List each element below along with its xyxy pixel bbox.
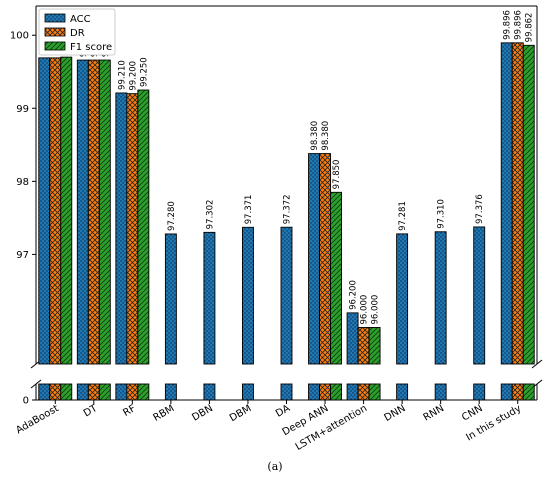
bar-base xyxy=(87,383,100,401)
bar xyxy=(308,153,320,365)
bar xyxy=(60,56,73,365)
bar-base xyxy=(280,383,293,401)
data-label: 97.281 xyxy=(398,201,408,231)
bar-base xyxy=(511,383,524,401)
bar-base xyxy=(203,383,216,401)
data-label: 99.862 xyxy=(525,13,535,43)
bar xyxy=(115,92,128,365)
bar-base xyxy=(500,383,513,401)
legend-entry: ACC xyxy=(70,14,91,25)
data-label: 96.000 xyxy=(371,295,381,325)
y-tick-label: 98 xyxy=(16,177,29,188)
bar-base xyxy=(60,383,73,401)
bar xyxy=(434,231,447,365)
data-label: 96.000 xyxy=(360,295,370,325)
data-label: 97.371 xyxy=(244,195,254,225)
data-label: 97.302 xyxy=(205,200,215,230)
figure-caption: (a) xyxy=(267,460,282,473)
bar xyxy=(319,153,331,365)
data-label: 96.200 xyxy=(349,280,359,310)
data-label: 99.250 xyxy=(139,57,149,87)
x-tick-label: RNN xyxy=(422,403,446,423)
legend: ACC DR F1 score xyxy=(38,8,116,56)
bar-base xyxy=(115,383,128,401)
bar xyxy=(346,312,359,365)
bar-base xyxy=(38,383,51,401)
x-tick-label: DBM xyxy=(228,403,254,424)
legend-swatch xyxy=(44,27,66,37)
data-label: 98.380 xyxy=(321,121,331,151)
axis-break-mark xyxy=(30,379,42,389)
bar xyxy=(500,42,513,365)
legend-swatch xyxy=(44,41,66,51)
bar-base xyxy=(368,383,381,401)
bar xyxy=(396,233,409,365)
bar xyxy=(203,231,216,365)
x-tick-label: DT xyxy=(82,403,100,420)
legend-entry: DR xyxy=(70,28,85,39)
data-label: 99.210 xyxy=(117,60,127,90)
bar xyxy=(511,42,524,365)
bars xyxy=(38,42,535,401)
bar xyxy=(368,327,381,365)
bar-base xyxy=(346,383,359,401)
legend-entry: F1 score xyxy=(70,42,112,53)
bar-base xyxy=(242,383,254,401)
bar xyxy=(242,226,254,365)
bar xyxy=(473,226,486,365)
data-label: 99.200 xyxy=(128,61,138,91)
bar xyxy=(49,57,62,365)
legend-swatch xyxy=(44,13,66,23)
data-label: 97.376 xyxy=(475,194,485,224)
bar-base xyxy=(126,383,139,401)
bar-base xyxy=(137,383,150,401)
x-tick-label: DNN xyxy=(382,403,407,424)
x-tick-label: AdaBoost xyxy=(14,403,61,436)
data-label: 97.850 xyxy=(332,160,342,190)
data-label: 99.896 xyxy=(503,10,513,40)
data-label: 97.280 xyxy=(167,201,177,231)
bar xyxy=(87,59,100,365)
bar-base xyxy=(49,383,62,401)
bar-base xyxy=(98,383,111,401)
bar-base xyxy=(330,383,342,401)
axis-break-mark xyxy=(531,359,543,369)
x-tick-label: DBN xyxy=(190,403,215,424)
y-tick-label: 100 xyxy=(10,31,29,42)
data-label: 98.380 xyxy=(310,121,320,151)
bar-base xyxy=(357,383,370,401)
x-tick-label: DA xyxy=(274,403,292,420)
bar-base xyxy=(319,383,331,401)
y-tick-label: 97 xyxy=(16,250,29,261)
y-tick-label: 0 xyxy=(23,396,29,407)
bar-base xyxy=(522,383,535,401)
data-label: 97.310 xyxy=(437,199,447,229)
bar xyxy=(330,191,342,365)
bar xyxy=(98,59,111,365)
bar xyxy=(38,57,51,365)
data-label: 99.896 xyxy=(514,10,524,40)
bar-base xyxy=(76,383,89,401)
bar-base xyxy=(164,383,177,401)
bar xyxy=(126,93,139,365)
x-tick-label: RF xyxy=(121,403,138,419)
y-tick-label: 99 xyxy=(16,104,29,115)
bar xyxy=(357,327,370,365)
bar xyxy=(522,44,535,365)
data-label: 97.372 xyxy=(283,194,293,224)
bar-base xyxy=(396,383,409,401)
bar xyxy=(137,89,150,365)
bar-base xyxy=(473,383,486,401)
bar xyxy=(164,233,177,365)
x-tick-label: RBM xyxy=(151,403,176,424)
x-tick-label: LSTM+attention xyxy=(294,403,369,453)
x-tick-label: CNN xyxy=(460,403,485,424)
bar xyxy=(280,226,293,365)
bar xyxy=(76,59,89,365)
bar-base xyxy=(308,383,320,401)
bar-base xyxy=(434,383,447,401)
